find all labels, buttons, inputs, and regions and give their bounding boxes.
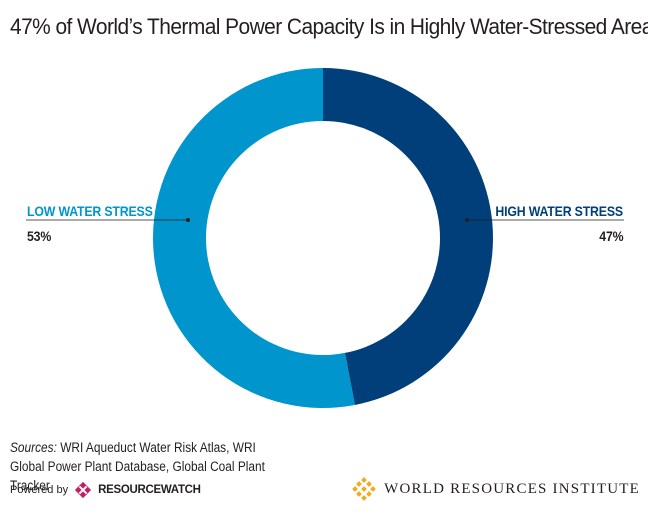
low-stress-label: LOW WATER STRESS — [27, 203, 153, 219]
sources-prefix: Sources: — [10, 440, 57, 455]
low-stress-value: 53% — [27, 228, 52, 244]
wri-logo-icon — [352, 477, 377, 501]
wri-name: WORLD RESOURCES INSTITUTE — [384, 480, 640, 497]
donut-slice-high-stress — [323, 68, 494, 405]
resourcewatch-logo-icon — [74, 481, 92, 499]
high-stress-label: HIGH WATER STRESS — [495, 203, 623, 219]
high-stress-value: 47% — [598, 228, 623, 244]
chart-title: 47% of World’s Thermal Power Capacity Is… — [10, 14, 648, 39]
low-stress-leader-dot — [186, 218, 190, 222]
powered-by-text: Powered by — [10, 484, 69, 496]
donut-slice-low-stress — [153, 68, 355, 408]
resourcewatch-name: RESOURCEWATCH — [98, 484, 201, 496]
rw-brand-a: RESOURCE — [98, 484, 161, 496]
sources-note: Sources: WRI Aqueduct Water Risk Atlas, … — [10, 438, 292, 495]
wri-branding[interactable]: WORLD RESOURCES INSTITUTE — [352, 476, 640, 502]
powered-by-resourcewatch[interactable]: Powered by RESOURCEWATCH — [10, 480, 201, 500]
high-stress-leader-dot — [465, 218, 469, 222]
rw-brand-b: WATCH — [160, 484, 201, 496]
sources-text: WRI Aqueduct Water Risk Atlas, WRI Globa… — [10, 440, 265, 493]
